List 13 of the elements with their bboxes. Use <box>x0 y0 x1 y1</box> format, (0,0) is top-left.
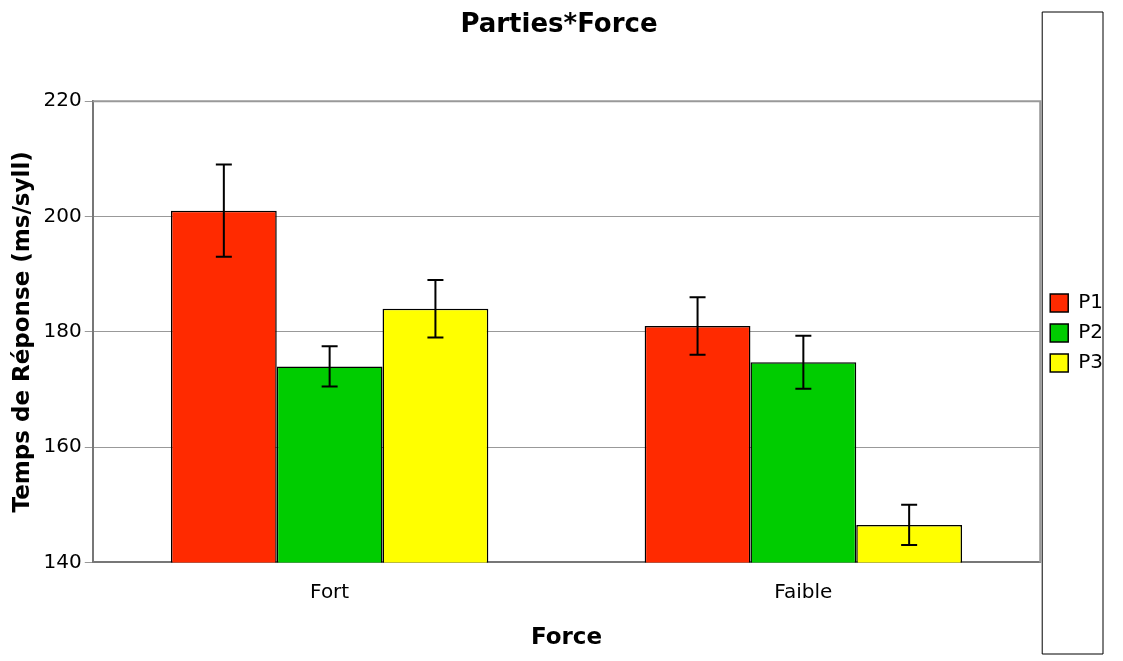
x-tick-label: Faible <box>774 578 833 603</box>
y-tick-label: 140 <box>43 548 82 573</box>
y-tick-label: 160 <box>43 433 82 458</box>
legend-label: P2 <box>1078 319 1104 344</box>
y-tick-label: 220 <box>43 87 82 112</box>
y-tick-label: 180 <box>43 318 82 342</box>
x-tick-label: Fort <box>310 578 350 603</box>
legend-label: P3 <box>1078 349 1104 374</box>
legend-label: P1 <box>1078 289 1104 314</box>
x-axis-title: Force <box>530 623 603 650</box>
chart-title: Parties*Force <box>460 8 658 39</box>
y-tick-label: 200 <box>43 202 82 227</box>
y-axis-title: Temps de Réponse (ms/syll) <box>7 151 34 513</box>
